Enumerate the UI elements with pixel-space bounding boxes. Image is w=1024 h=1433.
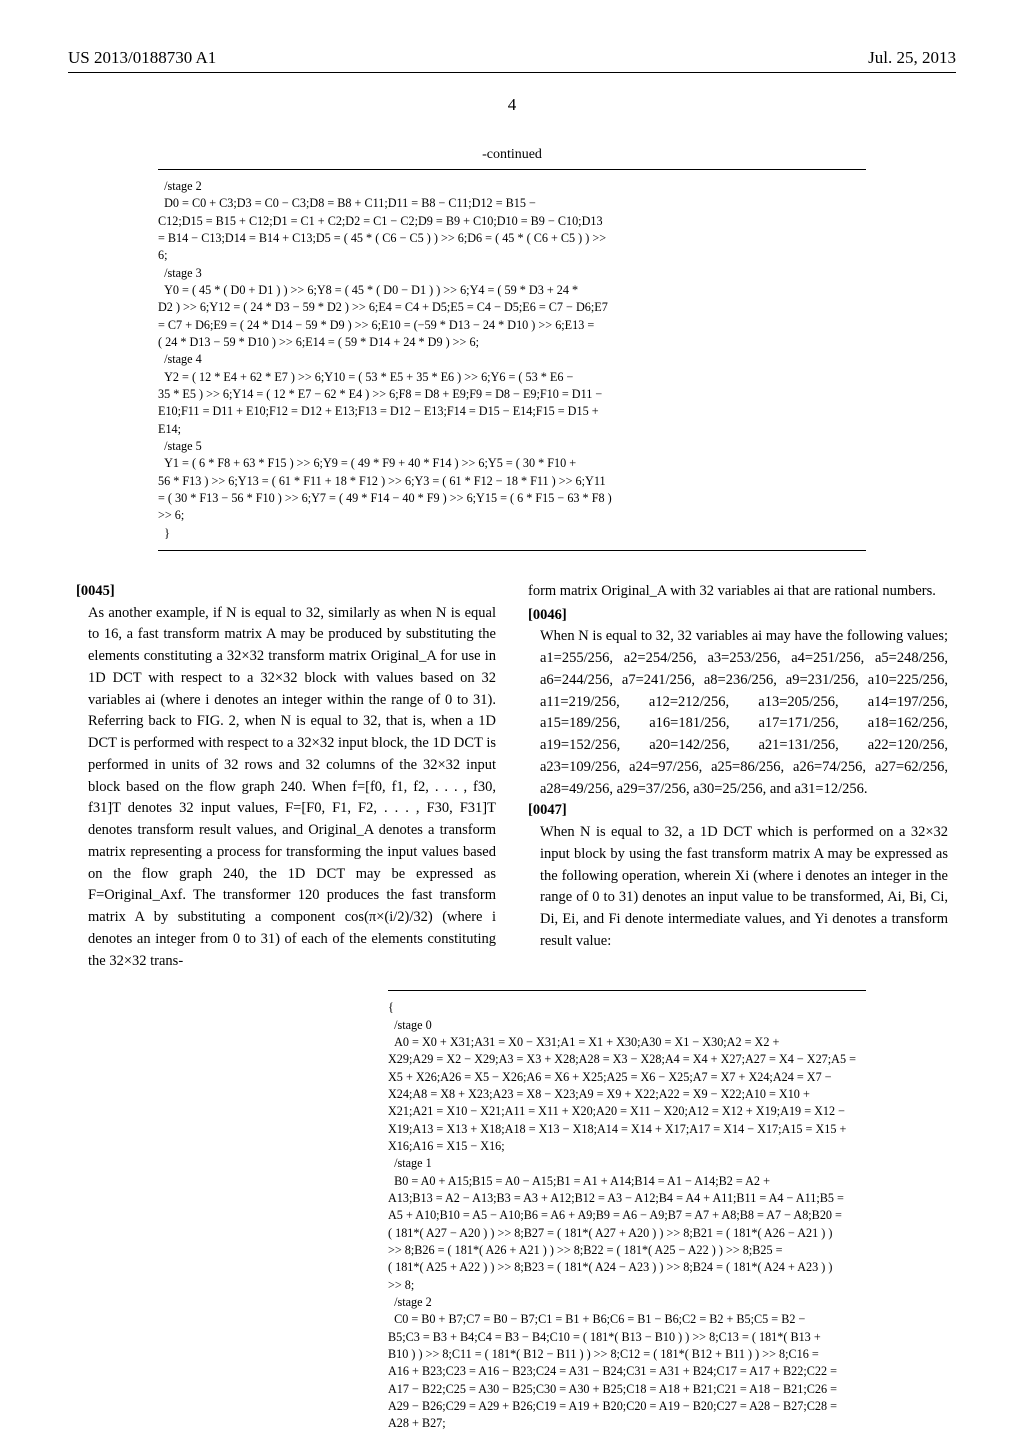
paragraph-47: [0047] When N is equal to 32, a 1D DCT w…: [528, 800, 948, 952]
page-header: US 2013/0188730 A1 Jul. 25, 2013: [68, 48, 956, 73]
para-47-text: When N is equal to 32, a 1D DCT which is…: [540, 822, 948, 953]
para-num-45: [0045]: [76, 583, 115, 599]
body-columns: [0045] As another example, if N is equal…: [76, 581, 948, 973]
right-column: form matrix Original_A with 32 variables…: [528, 581, 948, 973]
para-num-47: [0047]: [528, 802, 567, 818]
code-block-bottom: { /stage 0 A0 = X0 + X31;A31 = X0 − X31;…: [388, 990, 866, 1432]
publication-date: Jul. 25, 2013: [868, 48, 956, 68]
paragraph-46-pre: form matrix Original_A with 32 variables…: [528, 581, 948, 603]
paragraph-46: [0046] When N is equal to 32, 32 variabl…: [528, 605, 948, 801]
para-num-46: [0046]: [528, 607, 567, 623]
left-column: [0045] As another example, if N is equal…: [76, 581, 496, 973]
continued-label: -continued: [68, 147, 956, 163]
patent-number: US 2013/0188730 A1: [68, 48, 216, 68]
para-45-text: As another example, if N is equal to 32,…: [88, 603, 496, 973]
para-46-text: When N is equal to 32, 32 variables ai m…: [540, 626, 948, 800]
page-number: 4: [68, 95, 956, 115]
paragraph-45: [0045] As another example, if N is equal…: [76, 581, 496, 973]
code-block-top: /stage 2 D0 = C0 + C3;D3 = C0 − C3;D8 = …: [158, 169, 866, 551]
